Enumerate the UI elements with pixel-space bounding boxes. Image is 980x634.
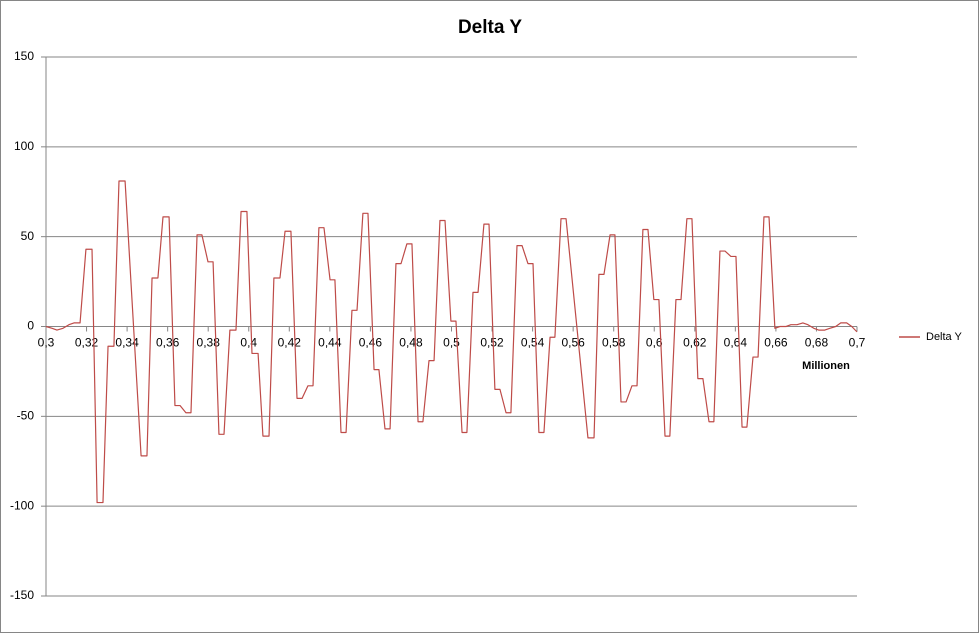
x-tick-label: 0,38 <box>197 336 221 350</box>
y-tick-label: 0 <box>27 319 34 333</box>
x-tick-label: 0,42 <box>278 336 302 350</box>
x-tick-label: 0,4 <box>240 336 257 350</box>
x-tick-label: 0,32 <box>75 336 99 350</box>
y-tick-label: 50 <box>21 229 35 243</box>
x-tick-label: 0,66 <box>764 336 788 350</box>
x-axis-label: Millionen <box>802 360 850 372</box>
x-tick-label: 0,64 <box>724 336 748 350</box>
x-tick-label: 0,48 <box>399 336 423 350</box>
x-tick-label: 0,62 <box>683 336 707 350</box>
x-tick-label: 0,6 <box>646 336 663 350</box>
x-tick-label: 0,58 <box>602 336 626 350</box>
x-tick-label: 0,34 <box>115 336 139 350</box>
x-tick-label: 0,46 <box>359 336 383 350</box>
chart-title: Delta Y <box>458 17 522 38</box>
x-tick-label: 0,68 <box>805 336 829 350</box>
y-tick-label: 100 <box>14 139 34 153</box>
x-tick-label: 0,52 <box>480 336 504 350</box>
x-tick-label: 0,44 <box>318 336 342 350</box>
x-tick-label: 0,5 <box>443 336 460 350</box>
y-tick-label: -100 <box>10 498 34 512</box>
data-line <box>45 180 858 504</box>
y-tick-label: 150 <box>14 49 34 63</box>
y-tick-label: -50 <box>17 409 35 423</box>
x-tick-label: 0,7 <box>849 336 866 350</box>
x-tick-label: 0,36 <box>156 336 180 350</box>
legend-label: Delta Y <box>926 331 963 343</box>
x-tick-label: 0,56 <box>561 336 585 350</box>
y-tick-label: -150 <box>10 588 34 602</box>
x-tick-label: 0,3 <box>38 336 55 350</box>
x-tick-label: 0,54 <box>521 336 545 350</box>
